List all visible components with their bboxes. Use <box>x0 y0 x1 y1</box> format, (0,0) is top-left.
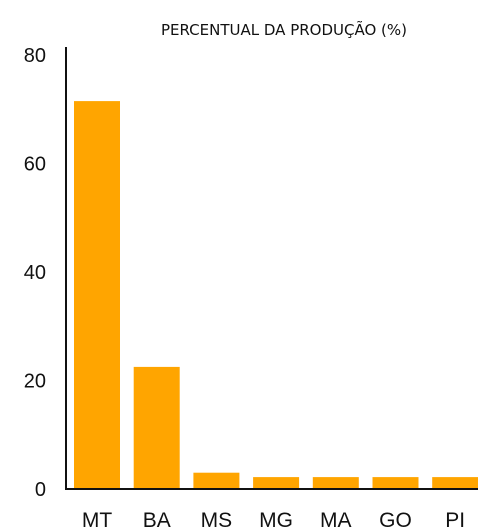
chart-title: PERCENTUAL DA PRODUÇÃO (%) <box>161 20 407 39</box>
bar-mt <box>74 101 120 489</box>
y-tick-label-0: 0 <box>35 479 46 501</box>
x-tick-label-pi: PI <box>445 509 465 529</box>
y-tick-label-80: 80 <box>24 45 46 67</box>
x-tick-label-ms: MS <box>201 509 233 529</box>
x-tick-label-go: GO <box>379 509 412 529</box>
y-axis-ticks: 0 20 40 60 80 <box>24 45 46 501</box>
bar-ma <box>312 477 359 489</box>
bar-mg <box>253 477 300 489</box>
bar-pi <box>432 477 478 489</box>
x-tick-label-ma: MA <box>320 509 352 529</box>
bar-ms <box>193 472 240 489</box>
y-tick-label-60: 60 <box>24 154 46 176</box>
x-tick-label-ba: BA <box>143 509 171 529</box>
x-axis-categories: MT BA MS MG MA GO PI <box>82 509 465 529</box>
x-tick-label-mg: MG <box>259 509 293 529</box>
bar-ba <box>133 366 180 489</box>
y-tick-label-40: 40 <box>24 262 46 284</box>
bars-group <box>74 101 478 489</box>
x-tick-label-mt: MT <box>82 509 112 529</box>
bar-go <box>372 477 419 489</box>
y-tick-label-20: 20 <box>24 371 46 393</box>
